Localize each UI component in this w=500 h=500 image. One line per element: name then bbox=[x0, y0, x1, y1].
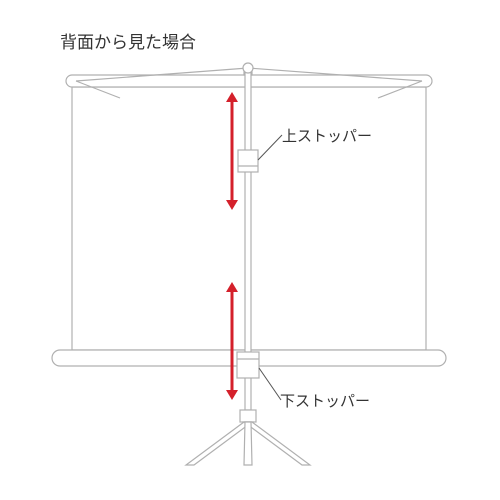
upper-stopper-label: 上ストッパー bbox=[282, 125, 372, 146]
screen-diagram bbox=[0, 0, 500, 500]
lower-stopper-label: 下ストッパー bbox=[280, 390, 370, 411]
